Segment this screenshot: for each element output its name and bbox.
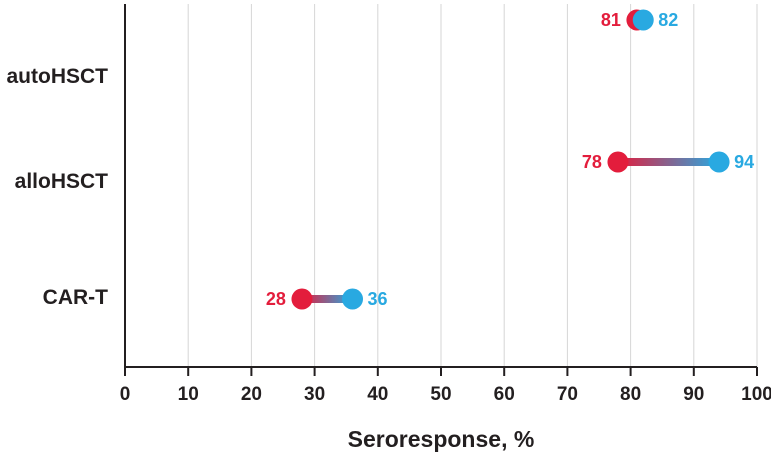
high-value-label: 94 [734, 152, 754, 172]
x-axis-title: Seroresponse, % [348, 426, 535, 452]
high-value-dot [708, 151, 730, 173]
high-value-dot [632, 9, 654, 31]
x-tick-label: 70 [557, 384, 578, 405]
low-value-label: 28 [266, 289, 286, 309]
category-label: autoHSCT [7, 65, 109, 88]
category-label: alloHSCT [15, 170, 109, 193]
category-label: CAR-T [43, 286, 108, 309]
low-value-dot [607, 151, 629, 173]
x-tick-label: 40 [367, 384, 388, 405]
x-tick-label: 100 [741, 384, 771, 405]
high-value-label: 36 [368, 289, 388, 309]
x-tick-label: 0 [120, 384, 131, 405]
x-tick-label: 80 [620, 384, 641, 405]
high-value-dot [342, 288, 364, 310]
x-tick-label: 90 [683, 384, 704, 405]
x-tick-label: 10 [178, 384, 199, 405]
x-tick-label: 30 [304, 384, 325, 405]
x-tick-label: 60 [494, 384, 515, 405]
low-value-label: 81 [601, 10, 621, 30]
low-value-label: 78 [582, 152, 602, 172]
x-tick-label: 50 [430, 384, 451, 405]
high-value-label: 82 [658, 10, 678, 30]
low-value-dot [291, 288, 313, 310]
x-tick-label: 20 [241, 384, 262, 405]
